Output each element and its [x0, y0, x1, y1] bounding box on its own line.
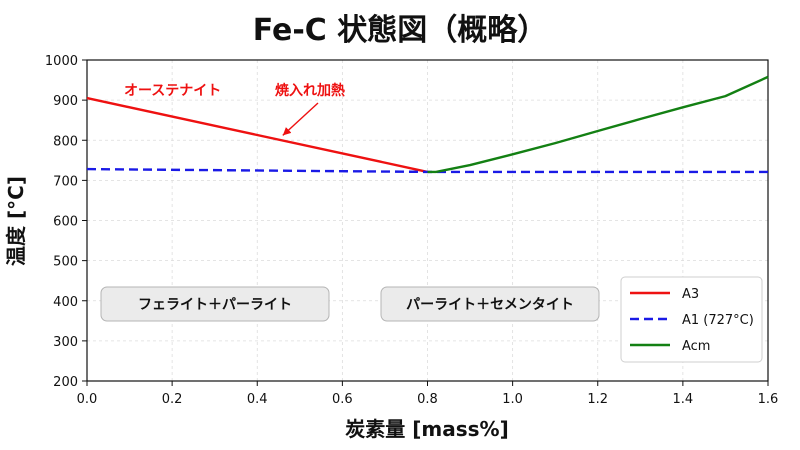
- region-label-ferrite-pearlite: フェライト＋パーライト: [138, 297, 292, 313]
- x-axis-ticks: 0.0 0.2 0.4 0.6 0.8 1.0 1.2 1.4 1.6: [77, 381, 779, 407]
- series-line-acm: [427, 75, 769, 174]
- x-tick-label: 1.0: [502, 392, 523, 407]
- x-tick-label: 1.2: [587, 392, 608, 407]
- y-tick-label: 400: [53, 295, 78, 310]
- x-tick-label: 0.0: [77, 392, 98, 407]
- legend: A3 A1 (727°C) Acm: [620, 276, 763, 363]
- x-tick-label: 0.6: [332, 392, 353, 407]
- region-label-pearlite-cementite: パーライト＋セメンタイト: [406, 297, 574, 313]
- legend-label-a1: A1 (727°C): [682, 313, 754, 328]
- x-tick-label: 0.2: [162, 392, 183, 407]
- y-tick-label: 200: [53, 375, 78, 390]
- x-tick-label: 1.4: [673, 392, 694, 407]
- y-tick-label: 600: [53, 215, 78, 230]
- legend-label-a3: A3: [682, 287, 699, 302]
- y-tick-label: 300: [53, 335, 78, 350]
- x-tick-label: 1.6: [758, 392, 779, 407]
- y-tick-label: 500: [53, 255, 78, 270]
- y-tick-label: 1000: [45, 54, 78, 69]
- y-tick-label: 700: [53, 174, 78, 189]
- legend-label-acm: Acm: [682, 339, 710, 354]
- y-tick-label: 800: [53, 134, 78, 149]
- annotation-quench-heating: 焼入れ加熱: [275, 82, 345, 99]
- region-ferrite-pearlite: フェライト＋パーライト: [100, 286, 330, 322]
- region-pearlite-cementite: パーライト＋セメンタイト: [380, 286, 600, 322]
- x-tick-label: 0.8: [417, 392, 438, 407]
- chart-title: Fe-C 状態図（概略）: [253, 13, 548, 48]
- annotation-austenite: オーステナイト: [124, 83, 221, 99]
- x-tick-label: 0.4: [247, 392, 268, 407]
- y-axis-label: 温度 [°C]: [4, 176, 28, 266]
- series-line-a3: [86, 96, 428, 174]
- series-group: [86, 75, 769, 174]
- y-axis-ticks: 200 300 400 500 600 700 800 900 1000: [45, 54, 87, 390]
- legend-box: [620, 276, 763, 363]
- annotation-arrow: [282, 102, 319, 136]
- x-axis-label: 炭素量 [mass%]: [345, 417, 508, 441]
- y-tick-label: 900: [53, 94, 78, 109]
